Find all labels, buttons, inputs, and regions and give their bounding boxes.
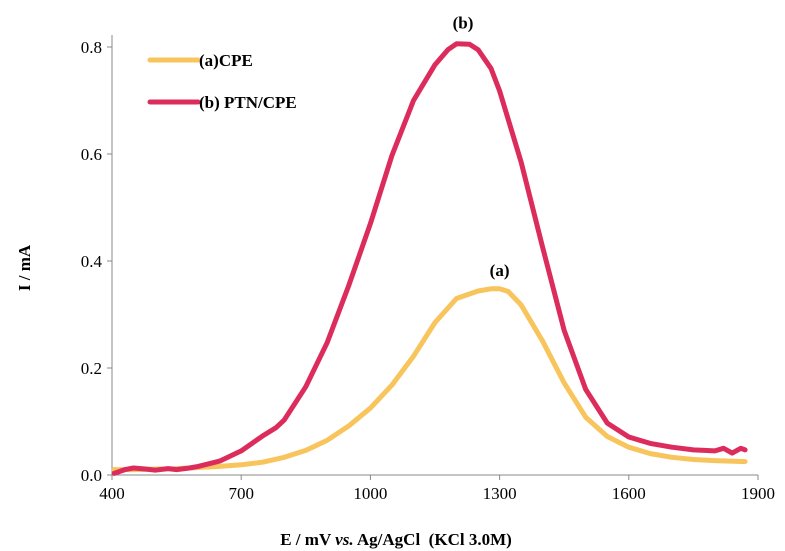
series-line-ptn-cpe [111, 41, 748, 476]
x-axis-title-part-1: E / mV [280, 530, 335, 549]
y-tick-label: 0.6 [81, 145, 102, 164]
x-axis-title-vs: vs. [335, 530, 353, 549]
x-tick-label: 1600 [612, 484, 646, 503]
y-tick-label: 0.4 [81, 252, 103, 271]
axes [111, 35, 758, 476]
legend-label-a: (a)CPE [199, 51, 253, 70]
annotation-label: (a) [490, 261, 510, 280]
x-tick-label: 1900 [741, 484, 775, 503]
y-tick-label: 0.2 [81, 359, 102, 378]
series-lines [111, 41, 748, 476]
x-tick-label: 1300 [483, 484, 517, 503]
ticks: 400 700 1000 1300 1600 1900 0.0 0.2 0.4 0.6 0.8 [81, 38, 775, 503]
series-line-cpe [111, 286, 748, 473]
x-tick-label: 700 [228, 484, 254, 503]
x-tick-label: 1000 [353, 484, 387, 503]
annotation-label: (b) [453, 13, 474, 32]
y-tick-label: 0.0 [81, 466, 102, 485]
x-tick-label: 400 [99, 484, 125, 503]
legend: (a)CPE (b) PTN/CPE [147, 51, 297, 112]
x-axis-title: E / mV vs. Ag/AgCl (KCl 3.0M) [280, 530, 512, 549]
legend-label-b: (b) PTN/CPE [199, 93, 297, 112]
y-tick-label: 0.8 [81, 38, 102, 57]
y-axis-title: I / mA [15, 244, 34, 291]
x-axis-title-part-2: Ag/AgCl (KCl 3.0M) [354, 530, 512, 549]
annotations: (b) (a) [453, 13, 510, 280]
